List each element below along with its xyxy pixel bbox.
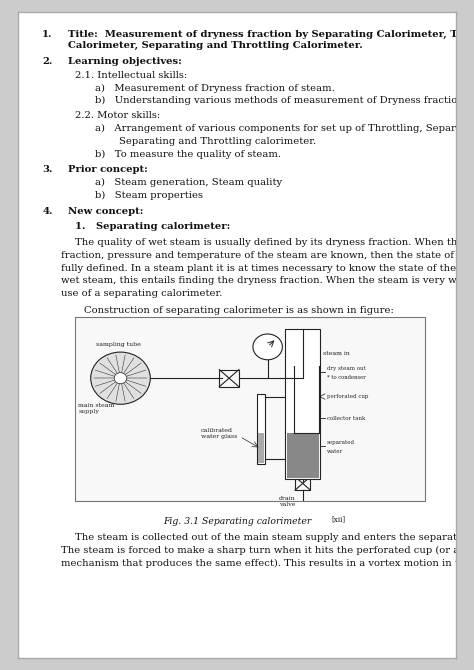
Text: Separating and Throttling calorimeter.: Separating and Throttling calorimeter. — [119, 137, 316, 145]
Text: fraction, pressure and temperature of the steam are known, then the state of wet: fraction, pressure and temperature of th… — [61, 251, 474, 260]
Bar — [258, 433, 264, 464]
Text: 4.: 4. — [42, 207, 53, 216]
Text: Title:  Measurement of dryness fraction by Separating Calorimeter, Throttling: Title: Measurement of dryness fraction b… — [68, 30, 474, 39]
Text: a)   Steam generation, Steam quality: a) Steam generation, Steam quality — [95, 178, 282, 188]
Text: 1.   Separating calorimeter:: 1. Separating calorimeter: — [75, 222, 230, 231]
Text: 2.2. Motor skills:: 2.2. Motor skills: — [75, 111, 160, 120]
Text: collector tank: collector tank — [327, 415, 365, 421]
Text: 2.1. Intellectual skills:: 2.1. Intellectual skills: — [75, 70, 187, 80]
Text: b)   To measure the quality of steam.: b) To measure the quality of steam. — [95, 149, 281, 159]
Text: The steam is forced to make a sharp turn when it hits the perforated cup (or any: The steam is forced to make a sharp turn… — [61, 546, 474, 555]
Text: Fig. 3.1 Separating calorimeter: Fig. 3.1 Separating calorimeter — [163, 517, 311, 526]
Text: The steam is collected out of the main steam supply and enters the separator fro: The steam is collected out of the main s… — [75, 533, 474, 542]
Bar — [287, 433, 319, 478]
Circle shape — [114, 373, 127, 384]
Text: The quality of wet steam is usually defined by its dryness fraction. When the dr: The quality of wet steam is usually defi… — [75, 238, 474, 247]
Text: a)   Measurement of Dryness fraction of steam.: a) Measurement of Dryness fraction of st… — [95, 84, 335, 92]
Circle shape — [253, 334, 283, 360]
Text: b)   Understanding various methods of measurement of Dryness fraction.: b) Understanding various methods of meas… — [95, 96, 466, 105]
Text: * to condenser: * to condenser — [327, 375, 365, 380]
Bar — [257, 393, 265, 464]
Text: calibrated
water glass: calibrated water glass — [201, 428, 237, 439]
Text: wet steam, this entails finding the dryness fraction. When the steam is very wet: wet steam, this entails finding the dryn… — [61, 276, 474, 285]
Text: b)   Steam properties: b) Steam properties — [95, 191, 203, 200]
Text: 2.: 2. — [42, 57, 53, 66]
Text: [xii]: [xii] — [331, 516, 345, 524]
Text: Learning objectives:: Learning objectives: — [68, 57, 182, 66]
Text: Construction of separating calorimeter is as shown in figure:: Construction of separating calorimeter i… — [84, 306, 393, 315]
Bar — [219, 370, 239, 387]
Text: dry steam out: dry steam out — [327, 366, 365, 371]
Bar — [285, 329, 320, 480]
Text: a)   Arrangement of various components for set up of Throttling, Separating,: a) Arrangement of various components for… — [95, 124, 474, 133]
Text: 3.: 3. — [42, 165, 53, 174]
Text: Prior concept:: Prior concept: — [68, 165, 148, 174]
Text: steam in: steam in — [323, 351, 350, 356]
Text: use of a separating calorimeter.: use of a separating calorimeter. — [61, 289, 222, 298]
Text: fully defined. In a steam plant it is at times necessary to know the state of th: fully defined. In a steam plant it is at… — [61, 263, 474, 273]
Text: 1.: 1. — [42, 30, 53, 39]
Text: separated: separated — [327, 440, 355, 445]
FancyBboxPatch shape — [75, 317, 425, 501]
Text: perforated cup: perforated cup — [327, 394, 368, 399]
Text: Calorimeter, Separating and Throttling Calorimeter.: Calorimeter, Separating and Throttling C… — [68, 41, 363, 50]
Text: New concept:: New concept: — [68, 207, 144, 216]
Text: mechanism that produces the same effect). This results in a vortex motion in the: mechanism that produces the same effect)… — [61, 559, 474, 567]
Text: water: water — [327, 450, 343, 454]
Text: main steam
supply: main steam supply — [79, 403, 115, 414]
Bar — [295, 476, 310, 490]
Text: sampling tube: sampling tube — [96, 342, 141, 348]
Text: pressure
gauge: pressure gauge — [285, 328, 313, 339]
Circle shape — [91, 352, 150, 404]
Text: drain
valve: drain valve — [279, 496, 295, 507]
